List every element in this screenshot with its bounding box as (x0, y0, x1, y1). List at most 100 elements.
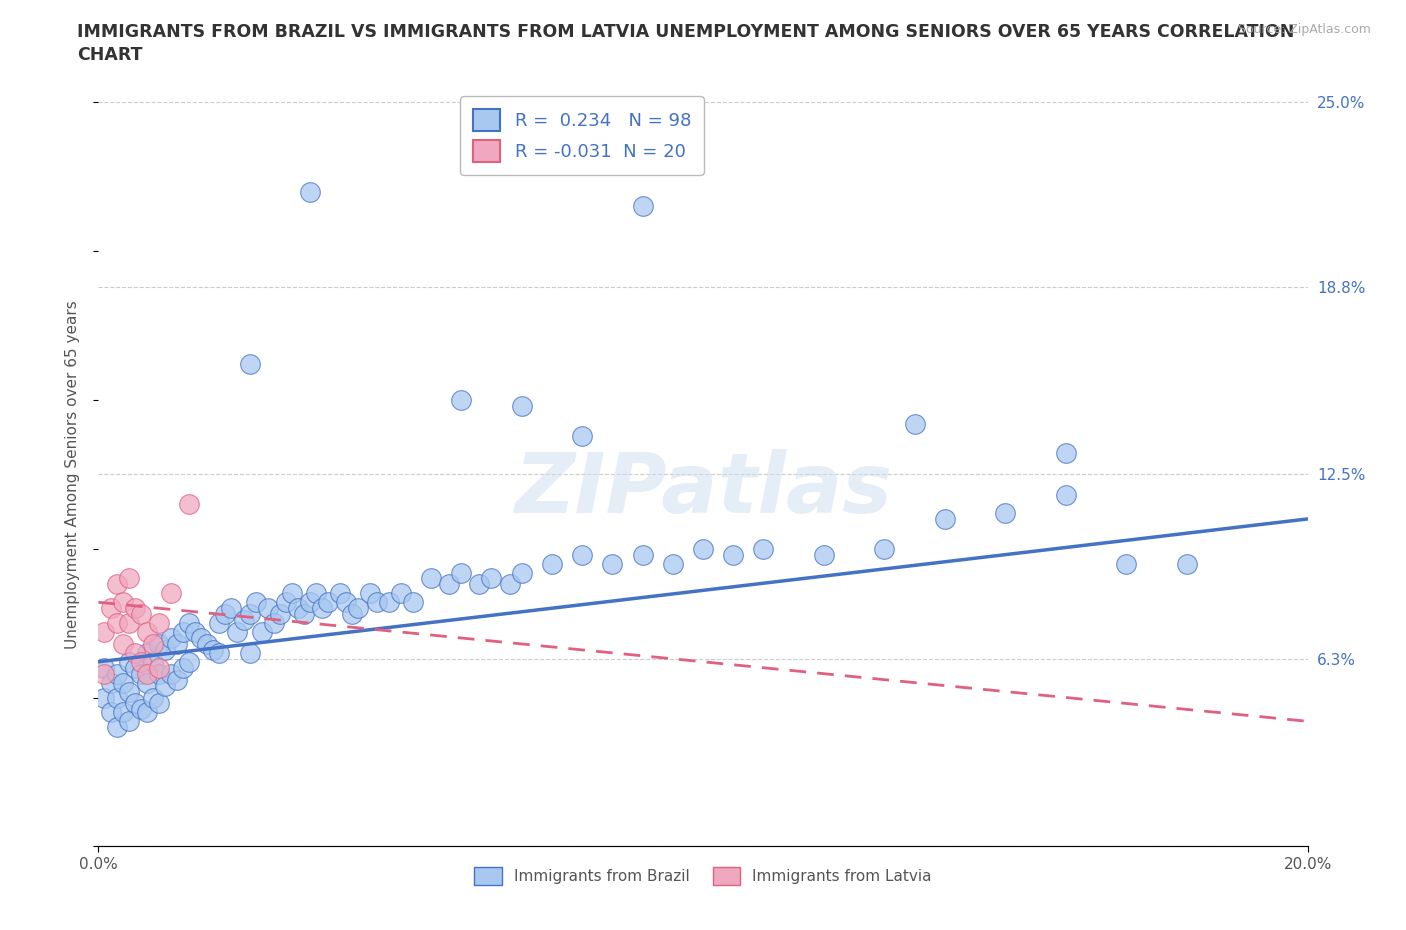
Point (118, 571, 141, 586)
Point (287, 601, 309, 616)
Point (631, 547, 654, 562)
Point (305, 586, 328, 601)
Point (142, 636, 165, 651)
Point (153, 643, 176, 658)
Point (135, 625, 157, 640)
Point (93, 690, 115, 705)
Point (184, 625, 207, 640)
Point (166, 636, 188, 651)
Point (1175, 556, 1198, 571)
Point (934, 512, 956, 526)
Point (135, 705, 157, 720)
Point (873, 541, 896, 556)
Point (239, 357, 262, 372)
Point (111, 636, 134, 651)
Point (190, 631, 212, 645)
Point (93, 666, 115, 681)
Point (160, 631, 183, 645)
Point (661, 556, 683, 571)
Point (571, 428, 593, 443)
Point (179, 655, 201, 670)
Point (232, 613, 254, 628)
Point (510, 565, 533, 580)
Point (111, 595, 134, 610)
Point (111, 675, 134, 690)
Point (329, 586, 352, 601)
Point (1115, 556, 1137, 571)
Point (360, 586, 382, 601)
Point (118, 616, 141, 631)
Point (105, 720, 128, 735)
Point (135, 675, 157, 690)
Point (118, 714, 141, 729)
Point (148, 616, 170, 631)
Point (437, 577, 460, 591)
Point (311, 601, 333, 616)
Point (389, 586, 412, 601)
Point (160, 666, 183, 681)
Point (723, 547, 745, 562)
Point (142, 655, 165, 670)
Point (292, 606, 315, 621)
Point (172, 660, 194, 675)
Point (377, 595, 399, 610)
Point (148, 660, 170, 675)
Point (105, 690, 128, 705)
Point (208, 616, 231, 631)
Point (692, 541, 714, 556)
Point (148, 696, 170, 711)
Point (571, 547, 593, 562)
Point (105, 666, 128, 681)
Point (179, 616, 201, 631)
Point (335, 595, 357, 610)
Text: CHART: CHART (77, 46, 143, 64)
Point (904, 417, 927, 432)
Point (160, 586, 183, 601)
Point (124, 660, 146, 675)
Point (118, 655, 141, 670)
Point (226, 625, 249, 640)
Point (172, 625, 194, 640)
Point (135, 666, 157, 681)
Point (153, 678, 176, 693)
Point (124, 601, 146, 616)
Point (195, 636, 218, 651)
Point (100, 705, 122, 720)
Point (93, 660, 115, 675)
Point (239, 645, 262, 660)
Point (540, 556, 562, 571)
Point (135, 645, 157, 660)
Point (602, 556, 624, 571)
Point (129, 702, 152, 717)
Point (118, 684, 141, 699)
Point (1054, 487, 1077, 502)
Point (420, 571, 443, 586)
Point (142, 690, 165, 705)
Point (274, 595, 297, 610)
Text: Source: ZipAtlas.com: Source: ZipAtlas.com (1237, 23, 1371, 36)
Point (269, 606, 291, 621)
Point (342, 606, 364, 621)
Point (813, 547, 835, 562)
Point (468, 577, 491, 591)
Point (450, 565, 472, 580)
Point (124, 645, 146, 660)
Point (245, 595, 267, 610)
Point (208, 645, 231, 660)
Point (166, 672, 188, 687)
Point (481, 571, 503, 586)
Point (631, 199, 654, 214)
Point (347, 601, 370, 616)
Point (281, 586, 304, 601)
Legend: Immigrants from Brazil, Immigrants from Latvia: Immigrants from Brazil, Immigrants from … (468, 861, 938, 891)
Point (111, 705, 134, 720)
Point (100, 601, 122, 616)
Point (105, 616, 128, 631)
Point (148, 636, 170, 651)
Text: IMMIGRANTS FROM BRAZIL VS IMMIGRANTS FROM LATVIA UNEMPLOYMENT AMONG SENIORS OVER: IMMIGRANTS FROM BRAZIL VS IMMIGRANTS FRO… (77, 23, 1295, 41)
Point (994, 506, 1017, 521)
Y-axis label: Unemployment Among Seniors over 65 years: Unemployment Among Seniors over 65 years (65, 300, 80, 649)
Point (366, 595, 388, 610)
Point (179, 497, 201, 512)
Point (100, 675, 122, 690)
